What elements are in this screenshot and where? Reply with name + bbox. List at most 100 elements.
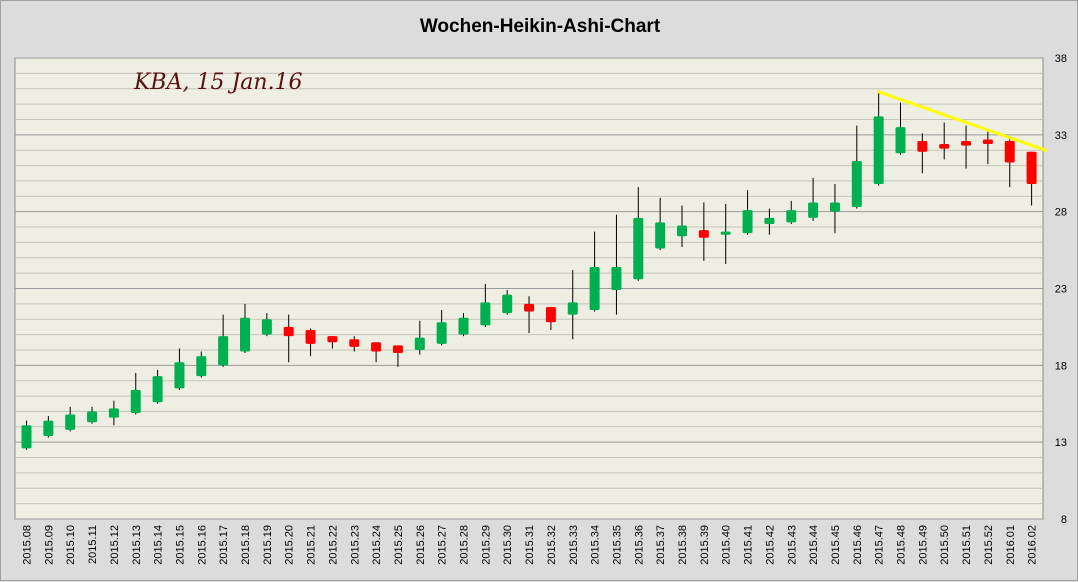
x-tick-label: 2015.10 [65,525,77,565]
x-tick-label: 2015.24 [371,525,383,565]
candles [21,90,1037,450]
candle-body-down [283,326,294,337]
candle-body-down [349,339,360,347]
x-tick-label: 2015.28 [459,525,471,565]
candle-body-down [939,144,950,149]
x-tick-label: 2015.42 [764,525,776,565]
candle-body-down [1004,140,1015,163]
candle-body-up [458,317,469,335]
candle-body-down [305,329,316,344]
x-tick-label: 2015.32 [546,525,558,565]
candle [371,342,382,363]
x-tick-label: 2015.40 [721,525,733,565]
candle [1004,139,1015,188]
candle-body-up [261,319,272,335]
candle [349,336,360,352]
candle [196,351,207,378]
x-tick-label: 2015.09 [43,525,55,565]
candle [436,310,447,346]
candle-body-down [982,139,993,145]
candle [87,406,98,424]
candle [1026,151,1037,206]
candle-body-down [371,342,382,352]
candle-body-up [87,411,98,423]
candle-body-up [851,160,862,208]
x-tick-label: 2015.49 [917,525,929,565]
y-tick-label: 8 [1061,514,1067,526]
candle [961,125,972,169]
x-tick-label: 2015.31 [524,525,536,565]
candle-body-up [480,302,491,326]
x-tick-label: 2015.33 [568,525,580,565]
candle [982,131,993,165]
candle-body-up [873,116,884,185]
trendline [877,90,1048,152]
x-tick-label: 2015.23 [349,525,361,565]
x-tick-label: 2015.18 [240,525,252,565]
candle [240,303,250,354]
candle [305,328,316,357]
x-tick-label: 2015.47 [874,525,886,565]
candle [283,314,294,363]
x-tick-label: 2015.19 [262,525,274,565]
candle-body-up [786,210,797,223]
y-tick-label: 13 [1055,437,1067,449]
x-tick-label: 2015.29 [480,525,492,565]
candle [567,270,578,340]
candle-body-up [742,210,753,234]
x-tick-label: 2015.21 [306,525,318,565]
candle-body-down [327,336,338,343]
candle [130,373,141,415]
grid-lines [15,57,1043,520]
candle [698,202,709,261]
x-tick-label: 2015.39 [699,525,711,565]
x-tick-label: 2015.50 [939,525,951,565]
candle-body-down [545,306,556,323]
candle [720,203,731,264]
candle-body-up [240,317,250,352]
x-tick-label: 2015.14 [153,525,165,565]
x-axis-ticks: 2015.08 2015.09 2015.10 2015.11 2015.12 2015.… [22,525,1039,565]
candle-body-up [436,322,447,344]
candle [174,348,185,390]
x-tick-label: 2015.30 [502,525,514,565]
x-tick-label: 2015.22 [327,525,339,565]
candle-body-down [524,303,535,312]
candle-body-down [392,345,403,354]
x-tick-label: 2015.35 [611,525,623,565]
y-tick-label: 23 [1055,284,1067,296]
candle [589,231,600,312]
candle-body-up [21,425,32,449]
candle-body-up [720,231,731,235]
candle-body-up [829,202,840,212]
candle [611,214,622,315]
x-tick-label: 2015.48 [896,525,908,565]
candle [327,336,338,349]
x-tick-label: 2016.01 [1005,525,1017,565]
candle-body-up [65,414,76,430]
chart-title: Wochen-Heikin-Ashi-Chart [420,16,661,37]
x-tick-label: 2015.17 [218,525,230,565]
x-tick-label: 2015.20 [284,525,296,565]
x-tick-label: 2015.46 [852,525,864,565]
x-tick-label: 2015.51 [961,525,973,565]
x-tick-label: 2015.45 [830,525,842,565]
candle-body-up [633,217,644,280]
candle-body-up [764,217,775,224]
candle-body-down [917,140,928,152]
candle-body-up [414,337,425,350]
chart-annotation: KBA, 15 Jan.16 [133,70,303,95]
candle [152,369,163,404]
candle-body-up [108,408,119,418]
x-tick-label: 2015.25 [393,525,405,565]
x-tick-label: 2015.12 [109,525,121,565]
candle [392,345,403,367]
candle [873,90,884,186]
candle-body-up [611,266,622,291]
x-tick-label: 2015.44 [808,525,820,565]
y-axis-ticks: 8 13 18 23 28 33 38 [1055,53,1067,526]
candle [458,313,469,337]
y-tick-label: 18 [1055,360,1067,372]
candle-body-up [174,362,185,389]
